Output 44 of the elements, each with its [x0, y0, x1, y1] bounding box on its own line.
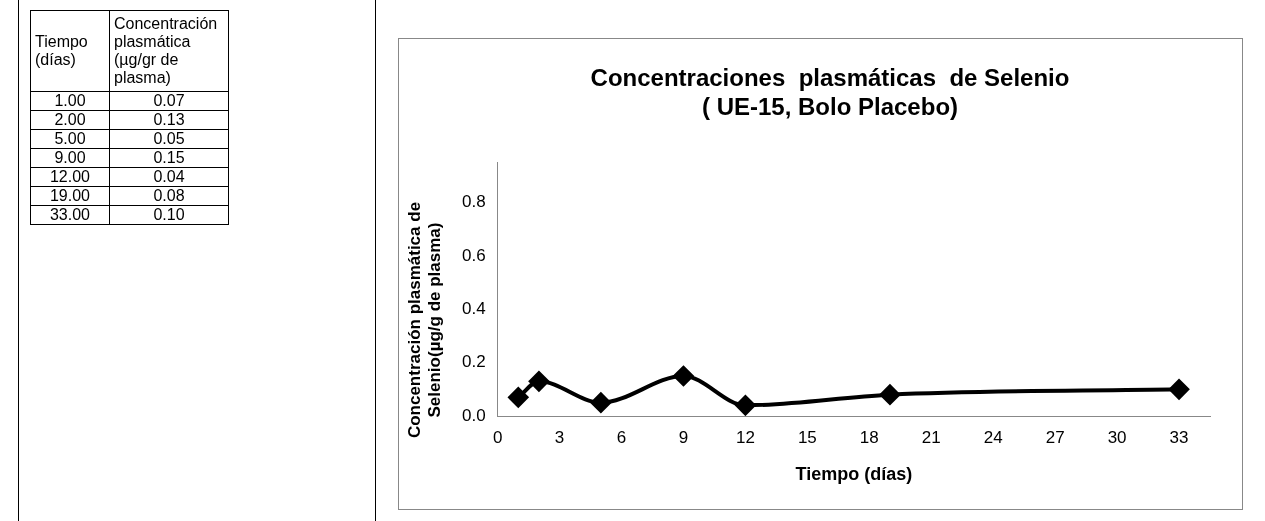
x-tick-label: 6: [616, 427, 627, 447]
x-tick-label: 24: [983, 427, 1003, 447]
y-tick-label: 0.2: [461, 352, 486, 372]
x-axis-title: Tiempo (días): [795, 464, 913, 485]
text: 0.08: [109, 186, 229, 206]
point: [673, 365, 694, 386]
text: 0.07: [109, 91, 229, 111]
y-axis-title: Concentración plasmática de Selenio(µg/g de plasma): [405, 200, 445, 441]
text: 0.10: [109, 205, 229, 225]
point: [508, 387, 529, 408]
chart-subtitle: ( UE-15, Bolo Placebo): [701, 92, 959, 120]
x-tick-label: 30: [1107, 427, 1127, 447]
y-tick-label: 0.4: [461, 298, 486, 318]
x-tick-label: 21: [921, 427, 941, 447]
y-tick-label: 0.6: [461, 245, 486, 265]
y-tick-label: 0.0: [461, 405, 486, 425]
x-tick-label: 9: [678, 427, 689, 447]
text: Concentración plasmática (µg/gr de plasma): [109, 10, 229, 92]
point: [735, 395, 756, 416]
point: [590, 392, 611, 413]
text: 0.15: [109, 148, 229, 168]
x-tick-label: 3: [554, 427, 565, 447]
text: Tiempo (días): [30, 10, 110, 92]
text: 0.13: [109, 110, 229, 130]
x-tick-label: 27: [1045, 427, 1065, 447]
chart-title: Concentraciones plasmáticas de Selenio: [590, 64, 1070, 92]
text: 0.04: [109, 167, 229, 187]
x-tick-label: 12: [735, 427, 755, 447]
text: 19.00: [30, 186, 110, 206]
text: 2.00: [30, 110, 110, 130]
text: 9.00: [30, 148, 110, 168]
x-tick-label: 15: [797, 427, 817, 447]
text: 5.00: [30, 129, 110, 149]
text: 33.00: [30, 205, 110, 225]
point: [879, 384, 900, 405]
y-tick-label: 0.8: [461, 192, 486, 212]
text: 1.00: [30, 91, 110, 111]
text: 0.05: [109, 129, 229, 149]
x-tick-label: 33: [1169, 427, 1189, 447]
x-tick-label: 18: [859, 427, 879, 447]
text: 12.00: [30, 167, 110, 187]
x-tick-label: 0: [492, 427, 503, 447]
point: [1169, 379, 1190, 400]
point: [528, 371, 549, 392]
